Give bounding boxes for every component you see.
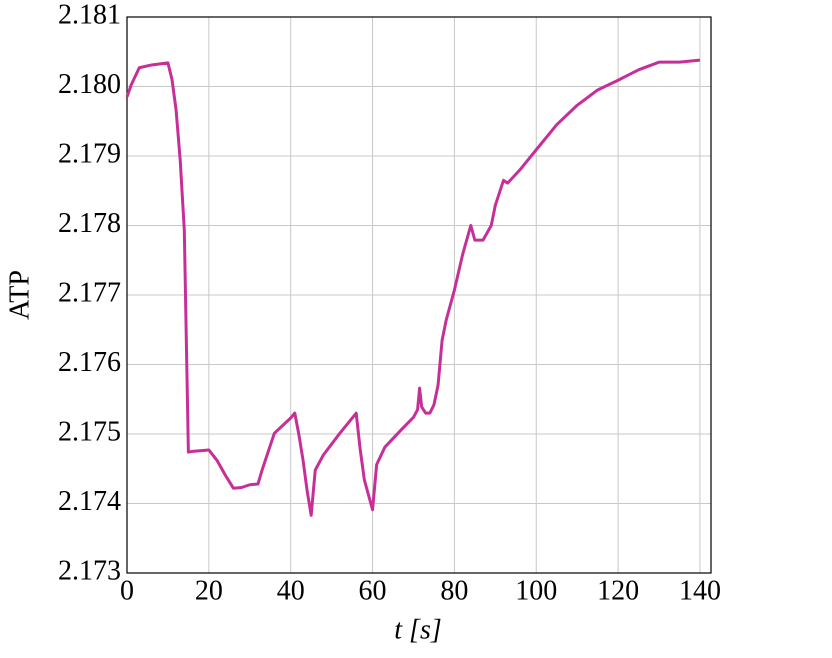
y-tick-label: 2.177 (58, 277, 121, 308)
y-tick-label: 2.181 (58, 0, 121, 30)
x-tick-label: 20 (195, 575, 223, 606)
y-tick-label: 2.174 (58, 486, 121, 517)
plot-frame (126, 16, 712, 574)
y-tick-label: 2.173 (58, 555, 121, 586)
x-axis-label: t [s] (394, 614, 441, 645)
x-tick-label: 0 (120, 575, 134, 606)
x-tick-label: 100 (515, 575, 557, 606)
y-tick-label: 2.175 (58, 416, 121, 447)
x-tick-label: 140 (679, 575, 721, 606)
y-tick-label: 2.179 (58, 138, 121, 169)
x-tick-label: 80 (440, 575, 468, 606)
x-tick-label: 40 (277, 575, 305, 606)
data-line (125, 58, 701, 517)
y-tick-label: 2.176 (58, 347, 121, 378)
x-tick-label: 60 (359, 575, 387, 606)
x-tick-label: 120 (597, 575, 639, 606)
y-axis-label: ATP (4, 270, 35, 320)
y-tick-label: 2.180 (58, 69, 121, 100)
y-tick-label: 2.178 (58, 208, 121, 239)
